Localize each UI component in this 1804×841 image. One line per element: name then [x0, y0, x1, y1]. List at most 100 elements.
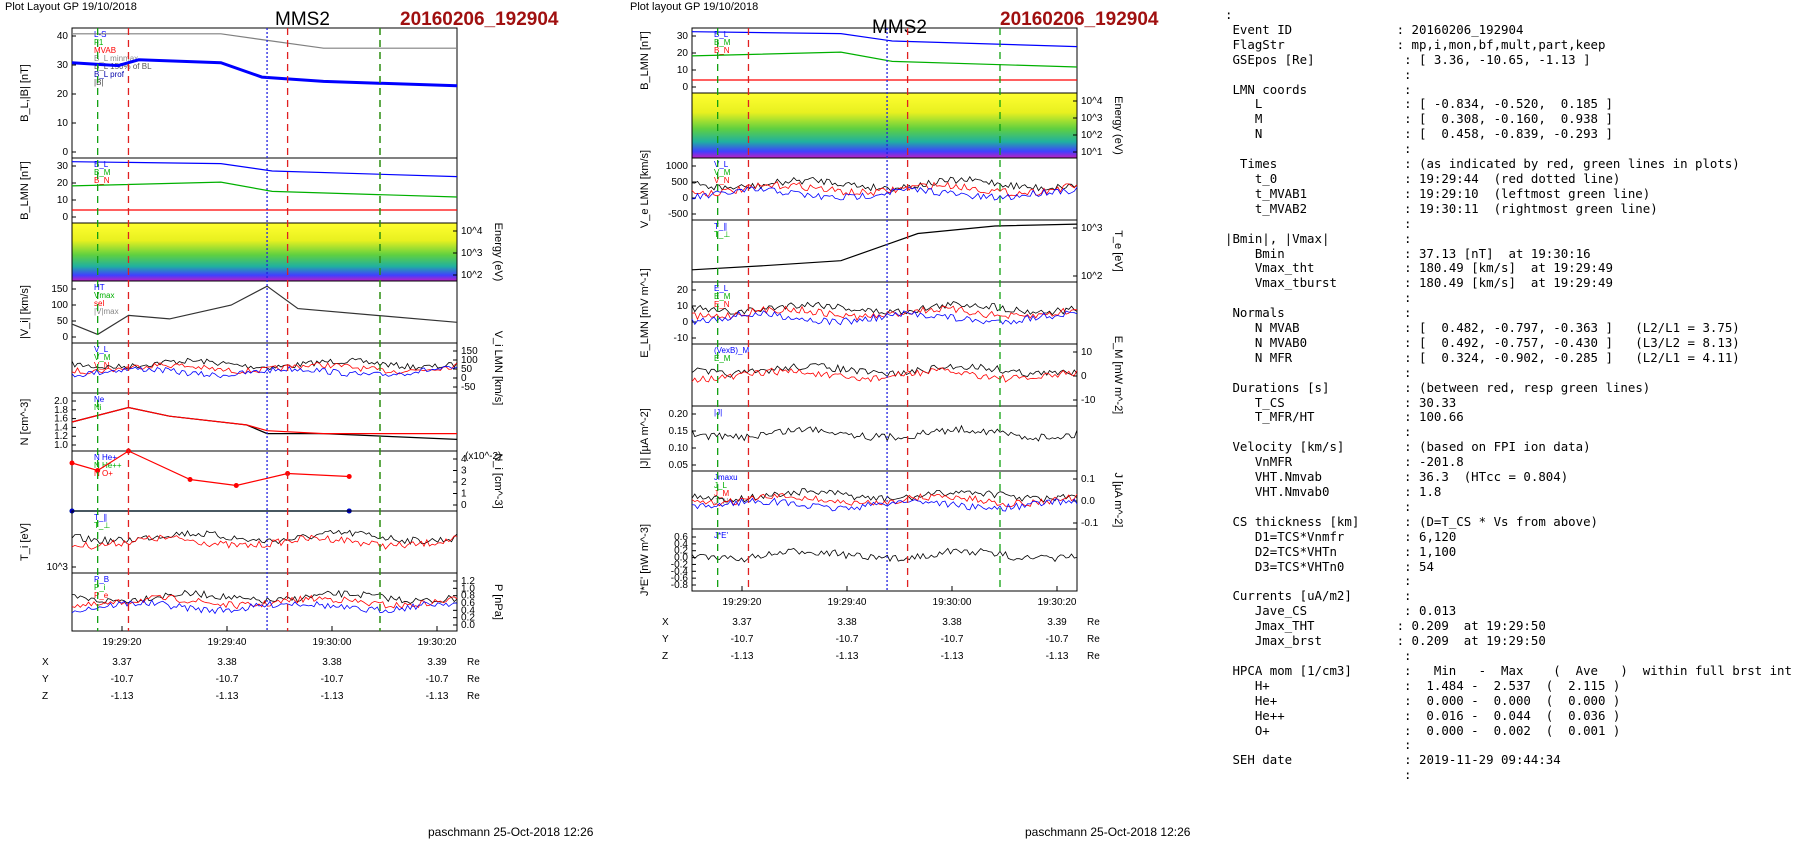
legend-entry: T_⊥	[714, 230, 730, 239]
y-tick-label: 2.0	[54, 396, 68, 407]
y-tick-label: 1000	[666, 161, 689, 172]
trace-line	[71, 594, 458, 610]
y-tick-label: 1.2	[461, 576, 475, 587]
position-value: -10.7	[731, 634, 754, 645]
y-tick-label: 0	[682, 317, 688, 328]
spectrogram	[72, 223, 457, 281]
legend-entry: V_L	[714, 160, 729, 169]
y-axis-label: T_e [eV]	[1112, 230, 1124, 272]
panel-frame	[71, 27, 458, 159]
position-row-label: X	[42, 657, 49, 668]
trace-line	[691, 493, 1078, 508]
trace-line	[71, 357, 458, 371]
legend-entry: MVAB	[94, 46, 116, 55]
position-row-label: Z	[662, 651, 668, 662]
info-value: : [ 3.36, -10.65, -1.13 ]	[1404, 51, 1591, 67]
y-axis-label: N_i [cm^-3]	[492, 453, 504, 508]
y-tick-label: 4	[461, 454, 467, 465]
y-tick-label: 1.2	[54, 431, 68, 442]
legend-entry: J_L	[714, 481, 727, 490]
y-tick-label: 0.20	[669, 409, 689, 420]
y-tick-label: 0	[62, 212, 68, 223]
legend-entry: B_L minmax	[94, 54, 138, 63]
y-tick-label: 3	[461, 466, 467, 477]
legend-entry: |B|	[94, 78, 104, 87]
y-tick-label: 10^4	[461, 226, 483, 237]
y-tick-label: -50	[461, 382, 476, 393]
data-point	[95, 468, 101, 473]
x-tick-label: 19:29:40	[828, 597, 867, 608]
y-axis-label: B_LMN [nT]	[639, 31, 651, 90]
y-tick-label: 30	[677, 31, 689, 42]
legend-entry: B_M	[94, 168, 111, 177]
y-axis-label: B_L,|B| [nT]	[19, 64, 31, 122]
y-tick-label: 10	[677, 301, 689, 312]
info-section-title: CS thickness [km]	[1232, 513, 1360, 529]
y-tick-label: 150	[51, 284, 68, 295]
position-unit: Re	[1087, 617, 1100, 628]
trace-line	[71, 589, 458, 604]
y-tick-label: -0.6	[671, 573, 689, 584]
x-tick-label: 19:30:00	[933, 597, 972, 608]
panel-1: 0 10 20 30 B_LMN [nT] B_LB_MB_N	[19, 157, 458, 224]
y-tick-label: 500	[671, 177, 688, 188]
legend-entry: P_i	[94, 583, 106, 592]
legend-entry: T_∥	[714, 222, 727, 231]
y-tick-label: 0.4	[674, 539, 688, 550]
y-tick-label: 10^3	[47, 562, 69, 573]
legend-entry: N O+	[94, 469, 113, 478]
x-tick-label: 19:29:20	[723, 597, 762, 608]
y-tick-label: -0.8	[671, 580, 689, 591]
legend-entry: V_N	[94, 361, 110, 370]
y-tick-label: -0.1	[1081, 518, 1099, 529]
panel-5: -10 0 10 E_M [mW m^-2] (VexB)_ME_M	[691, 336, 1124, 414]
y-axis-label: J*E' [nW m^-3]	[639, 524, 651, 596]
legend-entry: V_N	[714, 176, 730, 185]
info-section-title: Times	[1239, 156, 1278, 172]
y-tick-label: 20	[677, 48, 689, 59]
info-label: Event ID	[1232, 21, 1293, 37]
position-value: 3.37	[112, 657, 132, 668]
y-tick-label: 0	[682, 193, 688, 204]
y-tick-label: 10^3	[461, 248, 483, 259]
panel-0: 0 10 20 30 B_LMN [nT] B_LB_MB_N	[639, 27, 1078, 94]
trace-line	[71, 599, 458, 615]
series-bl	[71, 58, 458, 88]
panel-2: -500 0 500 1000 V_e LMN [km/s] V_LV_MV_N	[639, 150, 1078, 228]
position-row-label: Y	[662, 634, 669, 645]
panel-frame	[71, 450, 458, 512]
panel-frame	[71, 572, 458, 632]
info-section-title: Velocity [km/s]	[1232, 439, 1345, 455]
right-event-title: 20160206_192904	[1000, 9, 1159, 30]
y-tick-label: 100	[461, 355, 478, 366]
legend-entry: B_L 150% of BL	[94, 62, 152, 71]
y-tick-label: 0.15	[669, 426, 689, 437]
trace-line	[691, 424, 1078, 442]
trace-line	[691, 367, 1078, 383]
legend-entry: V_M	[714, 168, 731, 177]
y-axis-label: |V_i| [km/s]	[19, 285, 31, 339]
position-value: 3.38	[837, 617, 857, 628]
info-section-title: LMN coords	[1232, 81, 1308, 97]
trace-line	[691, 363, 1078, 378]
series-ni	[71, 406, 458, 440]
y-tick-label: 0	[461, 500, 467, 511]
y-tick-label: 0	[62, 332, 68, 343]
y-axis-label: J [µA m^-2]	[1112, 473, 1124, 528]
legend-entry: E_M	[714, 354, 731, 363]
y-tick-label: 0.10	[669, 443, 689, 454]
position-unit: Re	[467, 691, 480, 702]
data-point	[233, 483, 239, 488]
x-tick-label: 19:29:20	[103, 637, 142, 648]
legend-entry: F1	[94, 38, 104, 47]
legend-entry: B_M	[714, 38, 731, 47]
y-tick-label: 10^2	[461, 270, 483, 281]
trace-line	[691, 497, 1078, 512]
position-unit: Re	[1087, 651, 1100, 662]
legend-entry: V_L	[94, 345, 109, 354]
series-ne	[71, 406, 457, 435]
y-tick-label: 1.0	[54, 440, 68, 451]
y-tick-label: 10	[677, 65, 689, 76]
